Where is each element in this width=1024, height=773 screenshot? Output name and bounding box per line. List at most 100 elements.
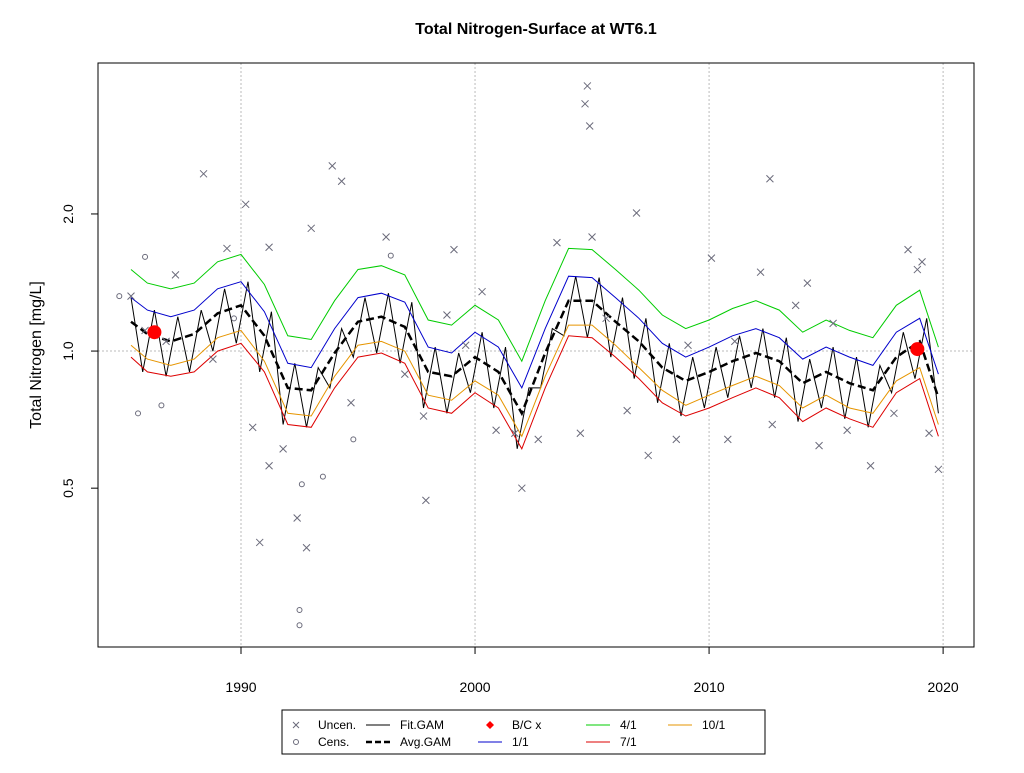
legend-swatch [293, 739, 299, 745]
data-point [199, 169, 208, 178]
data-point [632, 209, 641, 217]
legend-label: Avg.GAM [400, 735, 451, 749]
data-point [478, 287, 486, 296]
legend-label: Uncen. [318, 718, 356, 732]
x-tick-label: 2020 [928, 679, 959, 695]
x-tick-label: 1990 [225, 679, 256, 695]
data-point [866, 461, 875, 470]
data-point [279, 444, 287, 453]
series-line [130, 299, 940, 417]
data-point [623, 406, 632, 415]
data-point [255, 538, 264, 547]
data-point [492, 426, 500, 435]
data-point [829, 319, 837, 328]
data-point [904, 245, 912, 254]
data-point [350, 436, 357, 443]
data-point [298, 481, 305, 488]
data-point [158, 402, 165, 409]
data-point [230, 315, 237, 322]
legend-label: Cens. [318, 735, 349, 749]
data-point [162, 337, 170, 346]
data-point [241, 200, 250, 209]
x-tick-label: 2010 [693, 679, 724, 695]
series-line [130, 335, 939, 450]
data-point [387, 252, 394, 259]
data-point [588, 233, 596, 241]
data-point [135, 410, 142, 417]
data-point [382, 233, 390, 241]
data-point [684, 341, 692, 350]
legend-swatch [292, 721, 300, 729]
legend-label: B/C x [512, 718, 541, 732]
legend-label: Fit.GAM [400, 718, 444, 732]
data-point [553, 238, 561, 247]
data-point [223, 244, 231, 253]
data-point [116, 293, 123, 300]
data-point [328, 162, 337, 170]
data-point [400, 370, 409, 378]
data-point [791, 301, 800, 310]
data-point [602, 314, 610, 323]
data-point [910, 342, 925, 357]
data-point [248, 423, 257, 432]
data-point [803, 279, 812, 287]
data-point [171, 271, 180, 279]
data-point [347, 398, 355, 407]
data-point [583, 82, 592, 90]
data-point [766, 174, 774, 183]
data-point [707, 254, 716, 262]
data-point [265, 243, 273, 252]
data-point [672, 435, 681, 444]
series-line [130, 275, 939, 390]
legend-label: 10/1 [702, 718, 726, 732]
data-point [644, 451, 653, 460]
x-tick-label: 2000 [459, 679, 490, 695]
data-point [127, 292, 135, 300]
plot-frame [97, 62, 975, 648]
data-point [517, 484, 526, 493]
y-tick-label: 0.5 [60, 478, 76, 498]
data-point [296, 607, 303, 614]
data-point [913, 265, 922, 274]
data-point [209, 355, 217, 363]
chart-title: Total Nitrogen-Surface at WT6.1 [415, 21, 657, 38]
data-point [141, 326, 149, 335]
data-point [730, 337, 739, 346]
y-axis-label: Total Nitrogen [mg/L] [28, 281, 45, 429]
legend-swatch [486, 721, 494, 729]
data-point [422, 496, 430, 505]
data-point [419, 412, 428, 420]
data-point [756, 268, 765, 277]
data-point [337, 177, 346, 186]
data-point [581, 99, 589, 108]
data-point [510, 429, 519, 438]
series-line [130, 276, 939, 449]
data-point [443, 311, 451, 319]
data-point [815, 441, 823, 450]
data-point [461, 341, 470, 350]
data-point [302, 543, 311, 552]
legend-label: 7/1 [620, 735, 637, 749]
data-point [934, 465, 943, 474]
data-point [534, 435, 543, 444]
series-line [130, 324, 939, 438]
legend-label: 1/1 [512, 735, 529, 749]
data-point [585, 122, 594, 130]
data-point [450, 245, 458, 254]
data-point [319, 473, 326, 480]
data-point [890, 409, 898, 418]
series-line [130, 247, 939, 363]
data-point [576, 429, 585, 438]
data-point [925, 429, 933, 438]
data-point [293, 514, 302, 522]
data-point [768, 420, 777, 429]
legend-label: 4/1 [620, 718, 637, 732]
data-point [147, 325, 162, 340]
data-point [142, 253, 149, 260]
legend-box [281, 709, 766, 755]
data-point [918, 257, 926, 266]
data-point [723, 435, 732, 444]
